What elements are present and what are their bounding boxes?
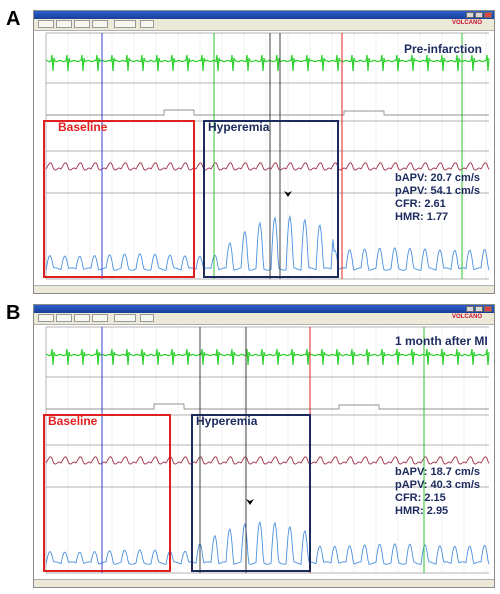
waveform-plot-area (43, 326, 490, 574)
velocity-trace (45, 214, 490, 271)
minimize-icon[interactable] (466, 12, 474, 18)
brand-logo: VOLCANO (452, 20, 482, 26)
title-bar (34, 11, 494, 19)
title-bar (34, 305, 494, 313)
hmr-value: HMR: 1.77 (395, 211, 449, 223)
baseline-box (43, 414, 171, 572)
pressure-trace (45, 162, 490, 171)
toolbar-button[interactable] (92, 314, 108, 322)
brand-logo: VOLCANO (452, 314, 482, 320)
hyperemia-label-a: Hyperemia (208, 120, 270, 134)
bapv-value: bAPV: 18.7 cm/s (395, 466, 480, 478)
waveform-window-a: VOLCANO (33, 10, 495, 294)
ecg-trace (45, 54, 490, 72)
papv-value: pAPV: 40.3 cm/s (395, 479, 480, 491)
metrics-block-b: bAPV: 18.7 cm/s pAPV: 40.3 cm/s CFR: 2.1… (395, 466, 480, 518)
velocity-trace (45, 520, 490, 565)
status-bar (34, 285, 494, 293)
panel-letter-b: B (6, 302, 21, 324)
minimize-icon[interactable] (466, 306, 474, 312)
toolbar-button[interactable] (140, 314, 154, 322)
metrics-block-a: bAPV: 20.7 cm/s pAPV: 54.1 cm/s CFR: 2.6… (395, 172, 480, 224)
peak-arrow-icon (246, 499, 254, 505)
toolbar-button[interactable] (114, 314, 136, 322)
toolbar-button[interactable] (56, 314, 72, 322)
condition-label-a: Pre-infarction (404, 42, 483, 56)
ecg-trace (45, 348, 490, 366)
status-bar (34, 579, 494, 587)
peak-arrow-icon (284, 191, 292, 197)
hyperemia-box (191, 414, 311, 572)
event-trace (46, 403, 489, 410)
toolbar-button[interactable] (74, 20, 90, 28)
maximize-icon[interactable] (475, 306, 483, 312)
event-trace (46, 109, 489, 116)
baseline-label-b: Baseline (48, 414, 98, 428)
bapv-value: bAPV: 20.7 cm/s (395, 172, 480, 184)
maximize-icon[interactable] (475, 12, 483, 18)
hyperemia-label-b: Hyperemia (196, 414, 258, 428)
waveform-window-b: VOLCANO (33, 304, 495, 588)
condition-label-b: 1 month after MI (395, 334, 488, 348)
hyperemia-box (203, 120, 339, 278)
toolbar-button[interactable] (38, 314, 54, 322)
papv-value: pAPV: 54.1 cm/s (395, 185, 480, 197)
cfr-value: CFR: 2.15 (395, 492, 446, 504)
toolbar-button[interactable] (74, 314, 90, 322)
toolbar-button[interactable] (140, 20, 154, 28)
waveform-plot-area (43, 32, 490, 280)
hmr-value: HMR: 2.95 (395, 505, 449, 517)
toolbar-button[interactable] (92, 20, 108, 28)
pressure-trace (45, 456, 490, 465)
toolbar-button[interactable] (38, 20, 54, 28)
close-icon[interactable] (484, 306, 492, 312)
toolbar-button[interactable] (56, 20, 72, 28)
baseline-label-a: Baseline (58, 120, 108, 134)
toolbar: VOLCANO (34, 313, 494, 325)
panel-letter-a: A (6, 8, 21, 30)
baseline-box (43, 120, 195, 278)
toolbar-button[interactable] (114, 20, 136, 28)
close-icon[interactable] (484, 12, 492, 18)
toolbar: VOLCANO (34, 19, 494, 31)
cfr-value: CFR: 2.61 (395, 198, 446, 210)
